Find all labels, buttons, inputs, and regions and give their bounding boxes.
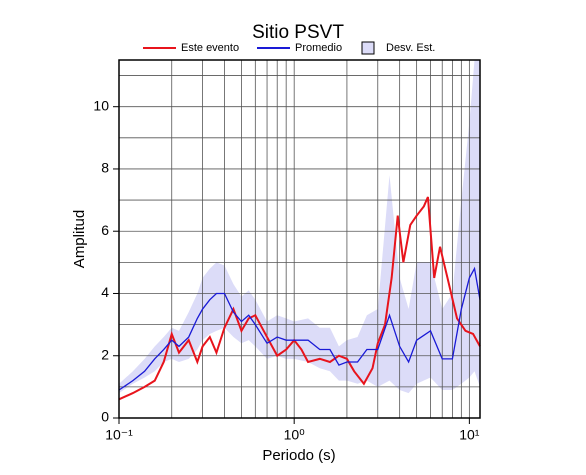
x-tick-label: 10¹	[459, 427, 480, 443]
x-tick-label: 10⁻¹	[105, 427, 133, 443]
legend-label: Desv. Est.	[386, 42, 435, 54]
series-line	[118, 266, 481, 391]
x-axis-label: Periodo (s)	[262, 447, 335, 464]
y-tick-label: 0	[101, 409, 109, 425]
y-axis-label: Amplitud	[71, 210, 88, 268]
x-tick-label: 10⁰	[284, 427, 306, 443]
y-tick-label: 4	[101, 284, 109, 300]
y-tick-label: 8	[101, 160, 109, 176]
y-tick-label: 6	[101, 222, 109, 238]
y-tick-label: 10	[93, 97, 109, 113]
chart-title: Sitio PSVT	[252, 22, 344, 43]
std-band	[119, 60, 480, 394]
y-tick-label: 2	[101, 346, 109, 362]
legend-label: Este evento	[181, 42, 239, 54]
legend-label: Promedio	[295, 42, 342, 54]
legend-swatch	[361, 41, 375, 55]
series-line	[118, 196, 481, 401]
plot-frame	[118, 59, 481, 419]
